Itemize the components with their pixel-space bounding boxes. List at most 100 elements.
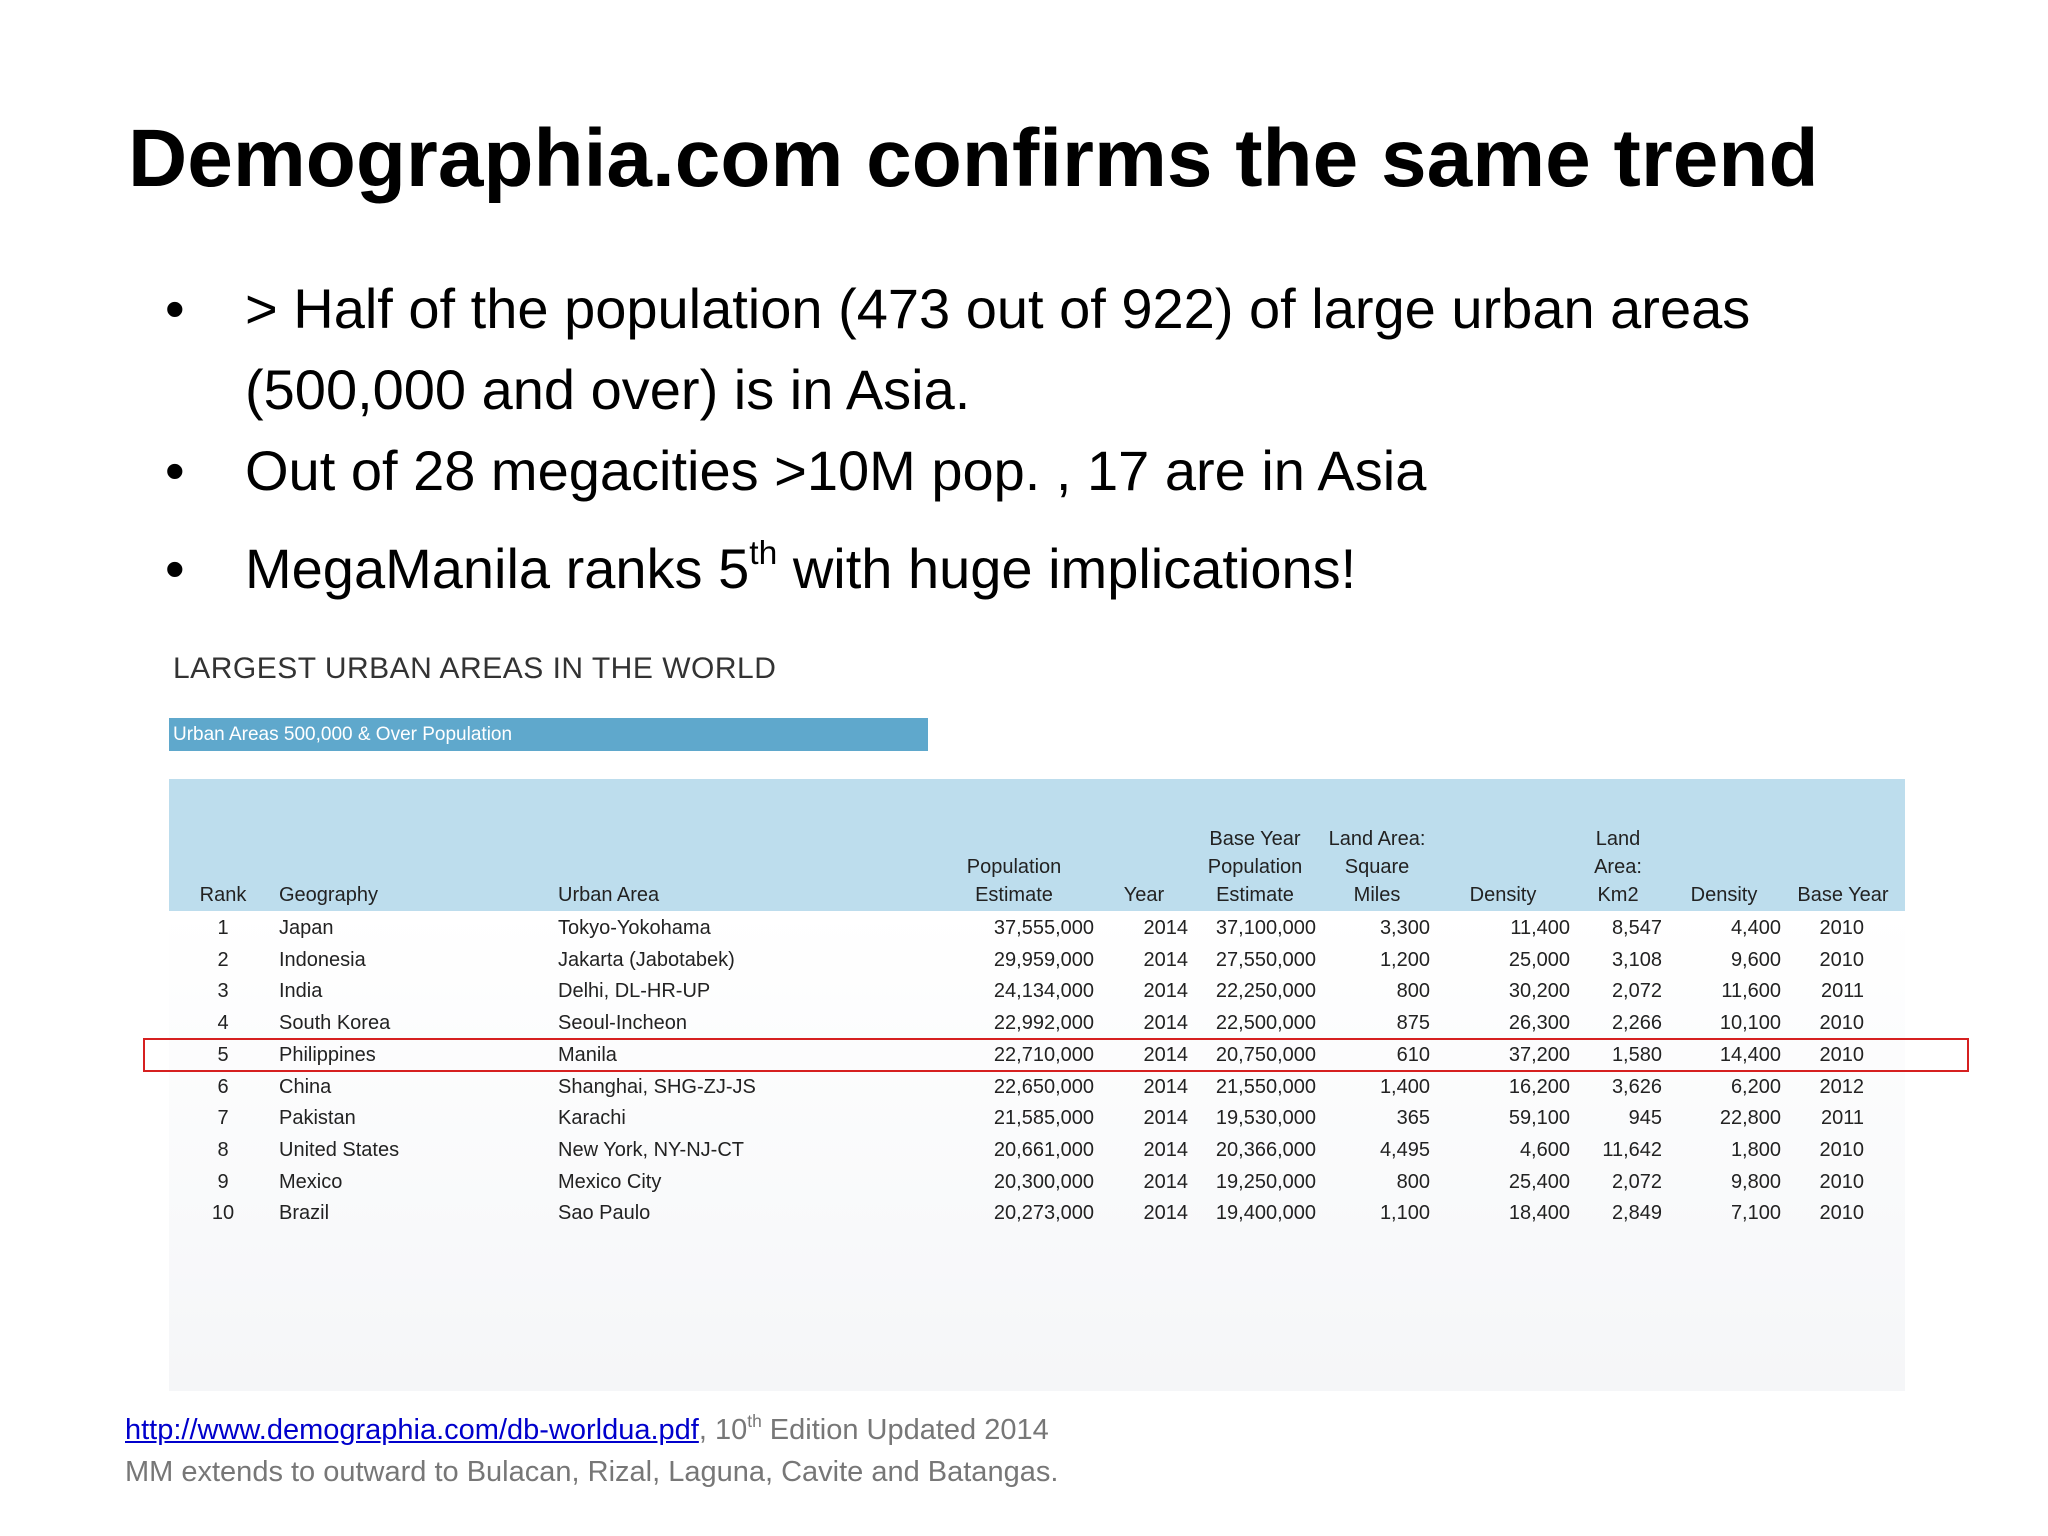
table-cell: 2010 (1819, 1202, 1865, 1225)
table-cell: 2014 (1143, 1138, 1189, 1161)
bullet-dot: • (165, 439, 185, 502)
table-cell: 8 (217, 1138, 229, 1161)
table-cell: Jakarta (Jabotabek) (558, 948, 735, 971)
table-cell: 19,250,000 (1215, 1170, 1316, 1193)
table-cell: Mexico (279, 1170, 343, 1193)
table-cell: 37,200 (1508, 1043, 1570, 1066)
table-cell: 22,650,000 (993, 1075, 1094, 1098)
table-cell: Karachi (558, 1107, 626, 1130)
footnote: MM extends to outward to Bulacan, Rizal,… (125, 1456, 1059, 1488)
table-cell: 4,400 (1730, 917, 1781, 939)
table-cell: 4,600 (1519, 1138, 1570, 1161)
table-cell: 19,530,000 (1215, 1107, 1316, 1130)
table-cell: 2,072 (1611, 1170, 1662, 1193)
table-cell: Indonesia (279, 948, 366, 971)
column-header: Population Estimate (966, 856, 1062, 906)
table-cell: 2014 (1143, 980, 1189, 1003)
table-cell: 21,585,000 (993, 1107, 1094, 1130)
table-cell: China (279, 1075, 332, 1098)
source-text: Edition Updated 2014 (761, 1414, 1049, 1446)
table-cell: Philippines (279, 1043, 376, 1066)
table-cell: 3,300 (1379, 917, 1430, 939)
table-cell: 2011 (1820, 1107, 1864, 1130)
table-cell: 22,800 (1719, 1107, 1781, 1130)
table-body-band (169, 911, 1905, 1391)
column-header: Density (1469, 884, 1537, 906)
table-cell: 20,661,000 (993, 1138, 1094, 1161)
table-cell: 800 (1396, 980, 1430, 1003)
table-cell: 26,300 (1508, 1012, 1570, 1035)
table-cell: 20,300,000 (993, 1170, 1094, 1193)
highlight-box (143, 1037, 1969, 1072)
table-cell: 20,750,000 (1215, 1043, 1316, 1066)
table-cell: Mexico City (558, 1170, 662, 1193)
table-cell: 11,600 (1721, 980, 1781, 1003)
table-cell: 7 (217, 1107, 229, 1130)
table-cell: Pakistan (279, 1107, 356, 1130)
table-cell: 21,550,000 (1215, 1075, 1316, 1098)
table-cell: 7,100 (1730, 1202, 1781, 1225)
table-cell: Seoul-Incheon (558, 1012, 687, 1035)
table-cell: 2014 (1143, 1170, 1189, 1193)
table-cell: 1,400 (1379, 1075, 1430, 1098)
table-cell: 4 (217, 1012, 229, 1035)
table-cell: 2014 (1143, 1075, 1189, 1098)
table-cell: 4,495 (1379, 1138, 1430, 1161)
table-cell: 10,100 (1719, 1012, 1781, 1035)
table-cell: 2010 (1819, 1170, 1865, 1193)
column-header: Urban Area (558, 884, 660, 906)
table-cell: 6 (217, 1075, 229, 1098)
table-cell: 37,555,000 (993, 917, 1094, 939)
table-cell: 2010 (1819, 917, 1865, 939)
table-cell: 16,200 (1508, 1075, 1570, 1098)
table-cell: 11,400 (1510, 917, 1570, 939)
column-header: Year (1123, 884, 1165, 906)
table-cell: 24,134,000 (993, 980, 1094, 1003)
table-cell: Manila (558, 1043, 617, 1066)
table-cell: 37,100,000 (1215, 917, 1316, 939)
table-cell: 1,100 (1379, 1202, 1430, 1225)
table-cell: 59,100 (1508, 1107, 1570, 1130)
bullet-text: Out of 28 megacities >10M pop. , 17 are … (245, 439, 1427, 502)
table-cell: 3,108 (1611, 948, 1662, 971)
table-cell: 19,400,000 (1215, 1202, 1316, 1225)
table-cell: 14,400 (1719, 1043, 1781, 1066)
bullet-dot: • (165, 537, 185, 600)
bullet: Out of 28 megacities >10M pop. , 17 are … (245, 430, 1765, 511)
table-cell: 25,400 (1508, 1170, 1570, 1193)
table-cell: 2014 (1143, 1107, 1189, 1130)
table-cell: 5 (217, 1043, 229, 1066)
superscript: th (747, 1410, 762, 1431)
table-cell: 9,800 (1730, 1170, 1781, 1193)
table-cell: 1,580 (1611, 1043, 1662, 1066)
table-cell: 9 (217, 1170, 229, 1193)
table-cell: 2010 (1819, 948, 1865, 971)
table-cell: South Korea (279, 1012, 391, 1035)
table-cell: 875 (1396, 1012, 1430, 1035)
table-cell: 9,600 (1730, 948, 1781, 971)
bullet: > Half of the population (473 out of 922… (245, 268, 1765, 430)
bullet: MegaManila ranks 5th with huge implicati… (245, 528, 1765, 618)
table-cell: Delhi, DL-HR-UP (558, 980, 711, 1003)
table-header-band (169, 779, 1905, 911)
table-cell: United States (279, 1138, 400, 1161)
source-text: , 10 (698, 1414, 748, 1446)
table-cell: 20,273,000 (993, 1202, 1094, 1225)
table-cell: 2012 (1819, 1075, 1865, 1098)
table-cell: 2,072 (1611, 980, 1662, 1003)
table-cell: 365 (1396, 1107, 1430, 1130)
table-cell: 800 (1396, 1170, 1430, 1193)
table-cell: 22,992,000 (993, 1012, 1094, 1035)
table-cell: New York, NY-NJ-CT (558, 1138, 744, 1161)
bullet-text: with huge implications! (777, 537, 1357, 600)
column-header: Base Year (1797, 884, 1889, 906)
table-cell: 2014 (1143, 917, 1189, 939)
source-link[interactable]: http://www.demographia.com/db-worldua.pd… (125, 1414, 699, 1446)
table-cell: 945 (1628, 1107, 1662, 1130)
table-subheading: Urban Areas 500,000 & Over Population (169, 718, 928, 751)
table-cell: 22,500,000 (1215, 1012, 1316, 1035)
column-header: Density (1690, 884, 1758, 906)
table-heading: LARGEST URBAN AREAS IN THE WORLD (173, 652, 777, 685)
table-cell: 1 (217, 917, 229, 939)
table-cell: 2,849 (1611, 1202, 1662, 1225)
